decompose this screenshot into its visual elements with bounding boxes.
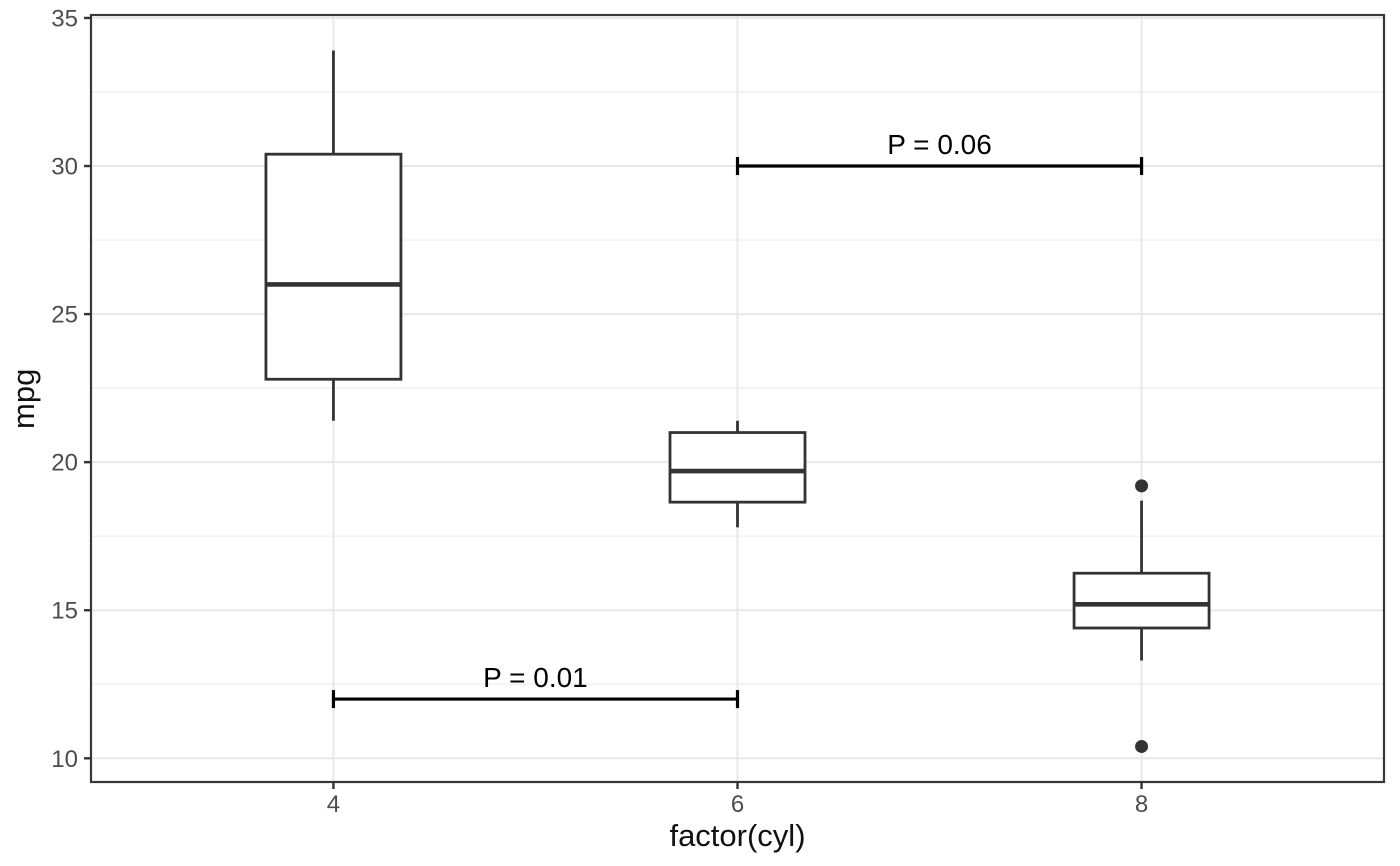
y-tick-label-20: 20 bbox=[51, 450, 78, 477]
y-tick-label-25: 25 bbox=[51, 302, 78, 329]
x-tick-label-8: 8 bbox=[1135, 791, 1148, 818]
x-axis-title: factor(cyl) bbox=[669, 818, 806, 853]
y-tick-label-10: 10 bbox=[51, 746, 78, 773]
pvalue-label-0: P = 0.01 bbox=[483, 662, 588, 693]
box-cyl-6 bbox=[668, 431, 807, 504]
pvalue-label-1: P = 0.06 bbox=[887, 129, 992, 160]
x-tick-label-6: 6 bbox=[731, 791, 744, 818]
y-tick-label-35: 35 bbox=[51, 5, 78, 32]
y-axis-title: mpg bbox=[6, 368, 41, 429]
outlier-cyl-8-10.4 bbox=[1135, 739, 1149, 753]
outlier-cyl-8-19.2 bbox=[1135, 479, 1149, 493]
x-tick-label-4: 4 bbox=[327, 791, 340, 818]
box-cyl-8 bbox=[1072, 571, 1211, 630]
y-tick-label-30: 30 bbox=[51, 154, 78, 181]
y-tick-label-15: 15 bbox=[51, 598, 78, 625]
box-cyl-4 bbox=[264, 152, 403, 381]
